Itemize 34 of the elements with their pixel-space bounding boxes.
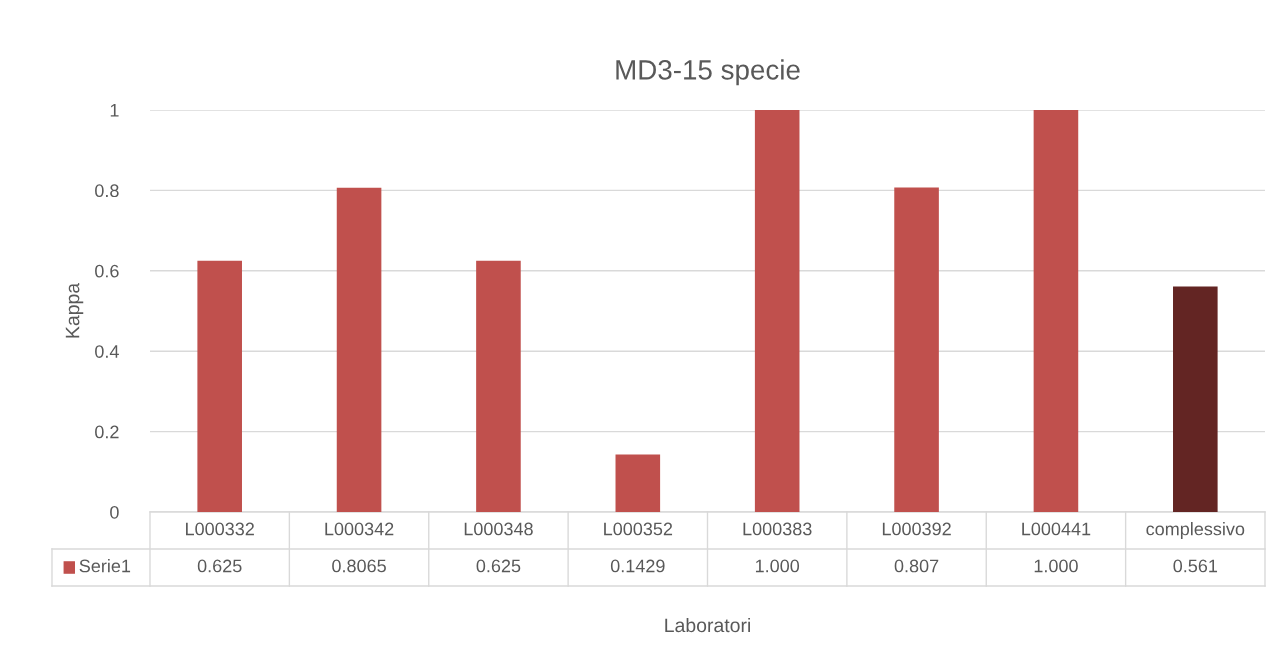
y-tick-label: 0.8 [95,184,119,198]
x-axis-title: Laboratori [665,617,750,633]
legend-label: Serie1 [79,559,131,573]
y-tick-label: 1 [110,104,119,117]
data-label: 1.000 [755,559,800,573]
data-label: 0.1429 [610,559,665,573]
bar [336,187,382,512]
y-tick-label: 0.2 [95,425,119,439]
bar [476,260,521,512]
x-tick-label: L000352 [604,522,673,536]
y-tick-label: 0.4 [95,345,119,358]
data-label: 1.000 [1034,559,1078,573]
x-tick-label: L000332 [186,522,254,536]
y-tick-label: 0.6 [95,264,119,278]
data-label: 0.8065 [332,559,386,573]
chart-title: MD3-15 specie [616,59,800,86]
data-label: 0.625 [476,559,521,573]
y-tick-label: 0 [110,505,119,519]
bar [754,109,800,512]
x-tick-label: complessivo [1146,522,1245,539]
data-label: 0.625 [197,559,242,573]
y-axis-title: Kappa [65,282,84,338]
x-tick-label: L000441 [1022,522,1091,536]
bar [197,260,242,512]
x-tick-label: L000392 [882,522,951,536]
bar [894,187,939,512]
bar [1173,286,1218,512]
data-label: 0.561 [1173,559,1218,573]
bar [1033,109,1079,512]
data-label: 0.807 [894,559,939,573]
bar [615,454,661,512]
x-tick-label: L000383 [743,522,812,536]
x-tick-label: L000342 [325,522,394,536]
x-tick-label: L000348 [464,522,533,536]
